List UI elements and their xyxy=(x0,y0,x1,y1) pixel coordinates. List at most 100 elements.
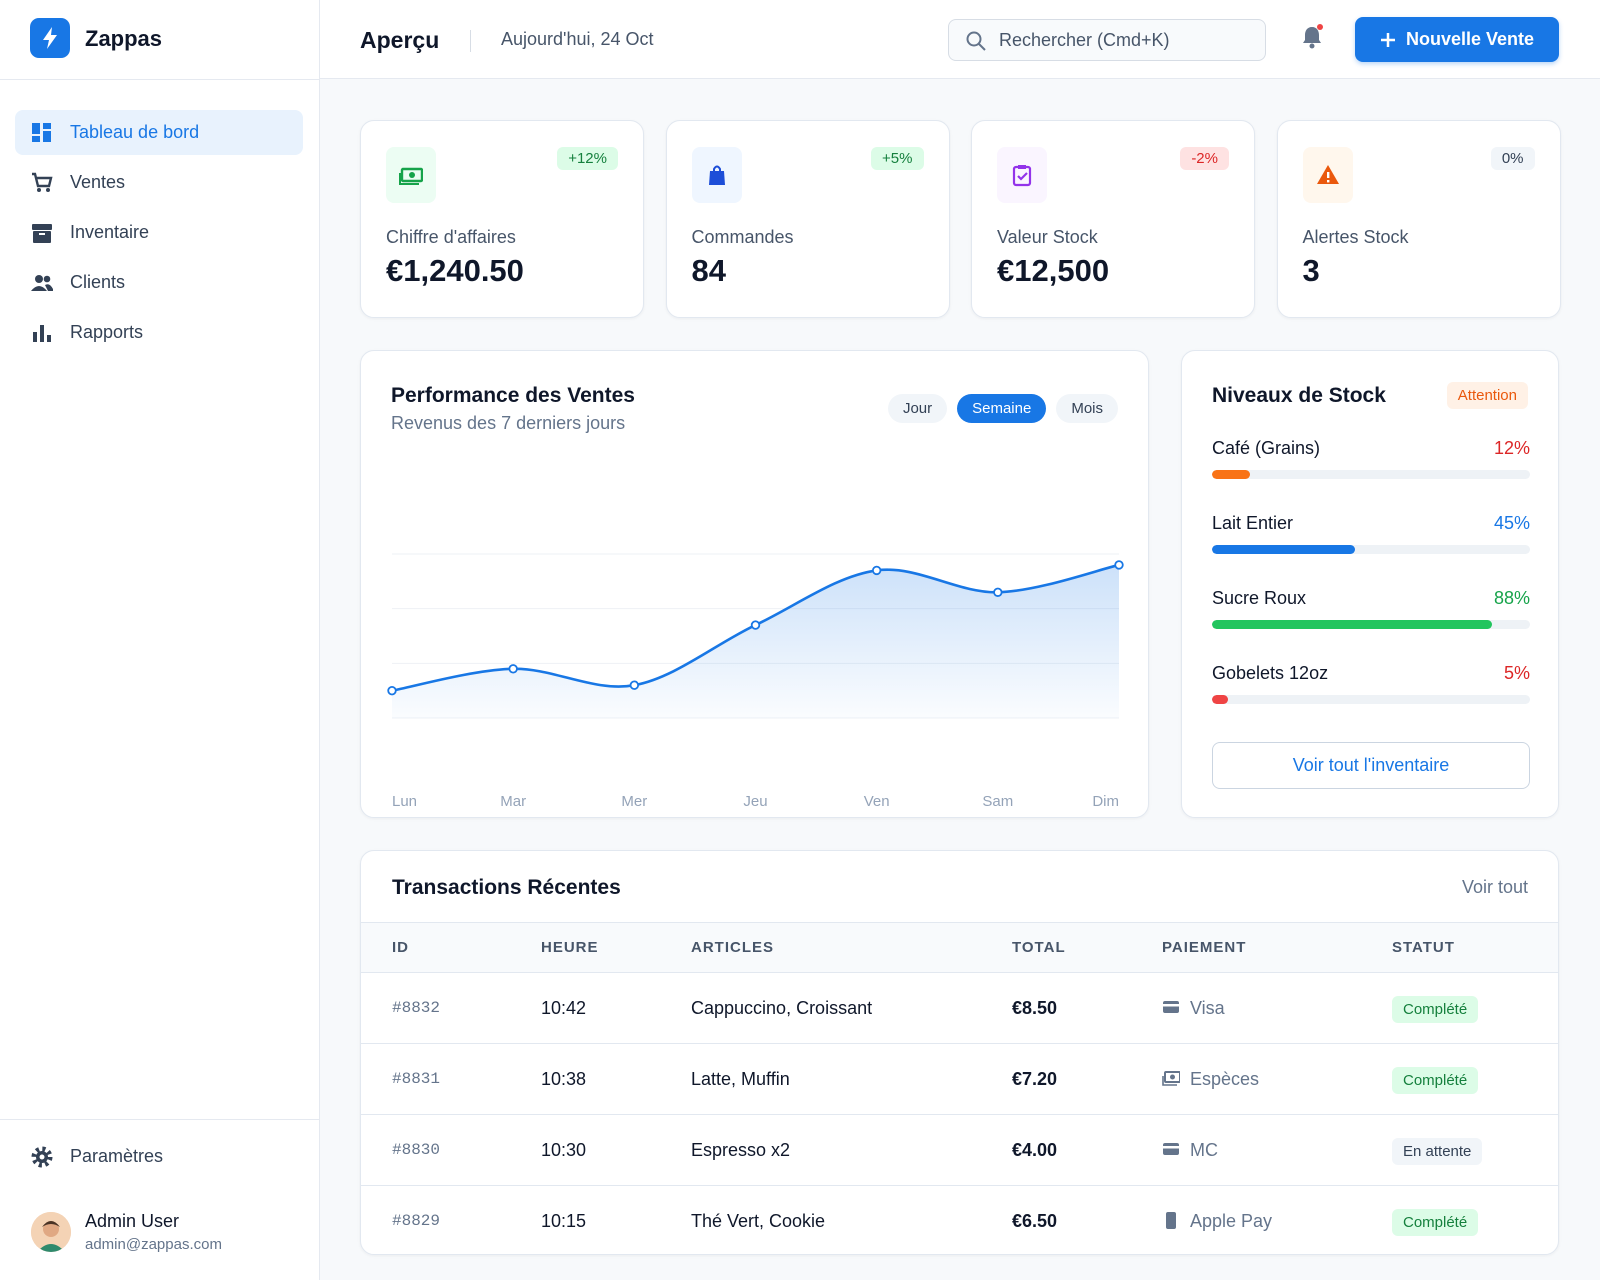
nav-icon xyxy=(32,172,53,192)
chart-card: Performance des Ventes Revenus des 7 der… xyxy=(360,350,1149,818)
cell-text: Cappuccino, Croissant xyxy=(691,997,873,1018)
transactions-table: ID HEURE ARTICLES TOTAL PAIEMENT STATUT #8832 1… xyxy=(361,922,1558,1254)
kpi-card: 0% Alertes Stock 3 xyxy=(1276,120,1561,318)
nav-item[interactable]: Ventes xyxy=(15,160,303,205)
transactions-card: Transactions Récentes Voir tout ID HEURE A… xyxy=(360,850,1559,1255)
nav-label: Clients xyxy=(70,272,126,292)
kpi-label: Commandes xyxy=(691,227,794,247)
point xyxy=(629,680,640,690)
cell: 10:42 xyxy=(540,972,690,1044)
stock-bar xyxy=(1212,470,1251,479)
sidebar xyxy=(0,0,320,1280)
x-tick-label: Mer xyxy=(621,793,647,810)
kpi-icon xyxy=(1302,147,1353,203)
x-tick-label: Jeu xyxy=(743,793,767,810)
x-tick-label: Dim xyxy=(1092,793,1119,810)
cell: 10:30 xyxy=(540,1114,690,1186)
payment-method: MC xyxy=(1190,1139,1218,1160)
cell: Espèces xyxy=(1161,1043,1391,1115)
cell: €4.00 xyxy=(1011,1114,1161,1186)
x-tick-label: Sam xyxy=(982,793,1013,810)
nav-label: Inventaire xyxy=(70,222,150,242)
settings-link[interactable]: Paramètres xyxy=(70,1146,164,1166)
divider xyxy=(0,79,320,80)
kpi-label: Valeur Stock xyxy=(997,227,1098,247)
avatar[interactable] xyxy=(31,1212,71,1252)
stock-item: Café (Grains) 12% xyxy=(1212,438,1530,479)
column-header: PAIEMENT xyxy=(1161,922,1391,973)
period-tab[interactable]: Jour xyxy=(887,394,948,423)
stock-item: Gobelets 12oz 5% xyxy=(1212,663,1530,704)
point xyxy=(508,664,518,674)
stock-track xyxy=(1212,620,1530,629)
icon xyxy=(708,165,725,185)
nav-label: Ventes xyxy=(70,172,126,192)
table-row[interactable]: #8829 10:15 Thé Vert, Cookie €6.50 Apple Pay… xyxy=(361,1185,1558,1254)
cell: Thé Vert, Cookie xyxy=(690,1185,1011,1254)
column-header: STATUT xyxy=(1391,922,1558,973)
kpi-value: €12,500 xyxy=(997,253,1110,288)
cell-text: #8832 xyxy=(392,999,441,1017)
table-row[interactable]: #8830 10:30 Espresso x2 €4.00 MC En attente xyxy=(361,1114,1558,1186)
cell-text: 10:15 xyxy=(541,1210,587,1231)
search-placeholder: Rechercher (Cmd+K) xyxy=(999,29,1170,50)
chart-subtitle: Revenus des 7 derniers jours xyxy=(391,413,626,433)
cell: #8831 xyxy=(361,1043,540,1115)
notifications[interactable] xyxy=(1300,24,1324,50)
stock-bar xyxy=(1212,545,1356,554)
logo-icon xyxy=(43,27,57,49)
cell: Complété xyxy=(1391,1185,1558,1254)
brand: Zappas xyxy=(85,26,163,51)
user-email: admin@zappas.com xyxy=(85,1236,222,1253)
x-tick-label: Ven xyxy=(864,793,890,810)
search-box[interactable]: Rechercher (Cmd+K) xyxy=(948,19,1266,61)
stock-item: Lait Entier 45% xyxy=(1212,513,1530,554)
stock-percent: 45% xyxy=(1493,513,1530,533)
payment-icon xyxy=(1166,1211,1176,1229)
cell: 10:38 xyxy=(540,1043,690,1115)
column-header: ID xyxy=(361,922,540,973)
point xyxy=(750,620,761,630)
nav-item[interactable]: Rapports xyxy=(15,310,303,355)
cell: Latte, Muffin xyxy=(690,1043,1011,1115)
table-header: ID HEURE ARTICLES TOTAL PAIEMENT STATUT xyxy=(361,922,1558,973)
icon xyxy=(1316,165,1339,184)
table-body: #8832 10:42 Cappuccino, Croissant €8.50 Visa… xyxy=(361,972,1558,1254)
x-tick-label: Lun xyxy=(392,793,417,810)
stock-item: Sucre Roux 88% xyxy=(1212,588,1530,629)
period-tab[interactable]: Mois xyxy=(1056,394,1118,423)
table-row[interactable]: #8832 10:42 Cappuccino, Croissant €8.50 Visa… xyxy=(361,972,1558,1044)
see-all-link[interactable]: Voir tout xyxy=(1461,877,1528,897)
cell: En attente xyxy=(1391,1114,1558,1186)
kpi-card: +5% Commandes 84 xyxy=(665,120,950,318)
cell: Visa xyxy=(1161,972,1391,1044)
new-sale-button[interactable]: Nouvelle Vente xyxy=(1355,17,1559,62)
inventory-button[interactable]: Voir tout l'inventaire xyxy=(1212,742,1530,789)
kpi-value: 84 xyxy=(691,253,726,288)
cell-text: #8830 xyxy=(392,1141,441,1159)
nav-item[interactable]: Inventaire xyxy=(15,210,303,255)
chart-title: Performance des Ventes xyxy=(391,384,635,407)
kpi-icon xyxy=(386,147,436,203)
status-badge: En attente xyxy=(1392,1137,1483,1165)
point xyxy=(387,685,397,696)
table-row[interactable]: #8831 10:38 Latte, Muffin €7.20 Espèces Compl… xyxy=(361,1043,1558,1115)
nav-item[interactable]: Tableau de bord xyxy=(15,110,303,155)
stock-percent: 5% xyxy=(1503,663,1530,683)
cell-text: #8831 xyxy=(392,1070,441,1088)
kpi-value: 3 xyxy=(1302,253,1320,288)
transactions-title: Transactions Récentes xyxy=(392,876,621,899)
divider xyxy=(0,1119,320,1120)
cell: Complété xyxy=(1391,1043,1558,1115)
period-tab[interactable]: Semaine xyxy=(957,394,1047,423)
divider xyxy=(470,30,471,52)
nav-item[interactable]: Clients xyxy=(15,260,303,305)
logo[interactable] xyxy=(30,18,70,58)
cell-text: €4.00 xyxy=(1012,1139,1058,1160)
cell-text: Espresso x2 xyxy=(691,1139,791,1160)
kpi-card: +12% Chiffre d'affaires €1,240.50 xyxy=(360,120,644,318)
cell-text: #8829 xyxy=(392,1212,441,1231)
nav-icon xyxy=(33,325,51,342)
kpi-label: Alertes Stock xyxy=(1302,227,1409,247)
